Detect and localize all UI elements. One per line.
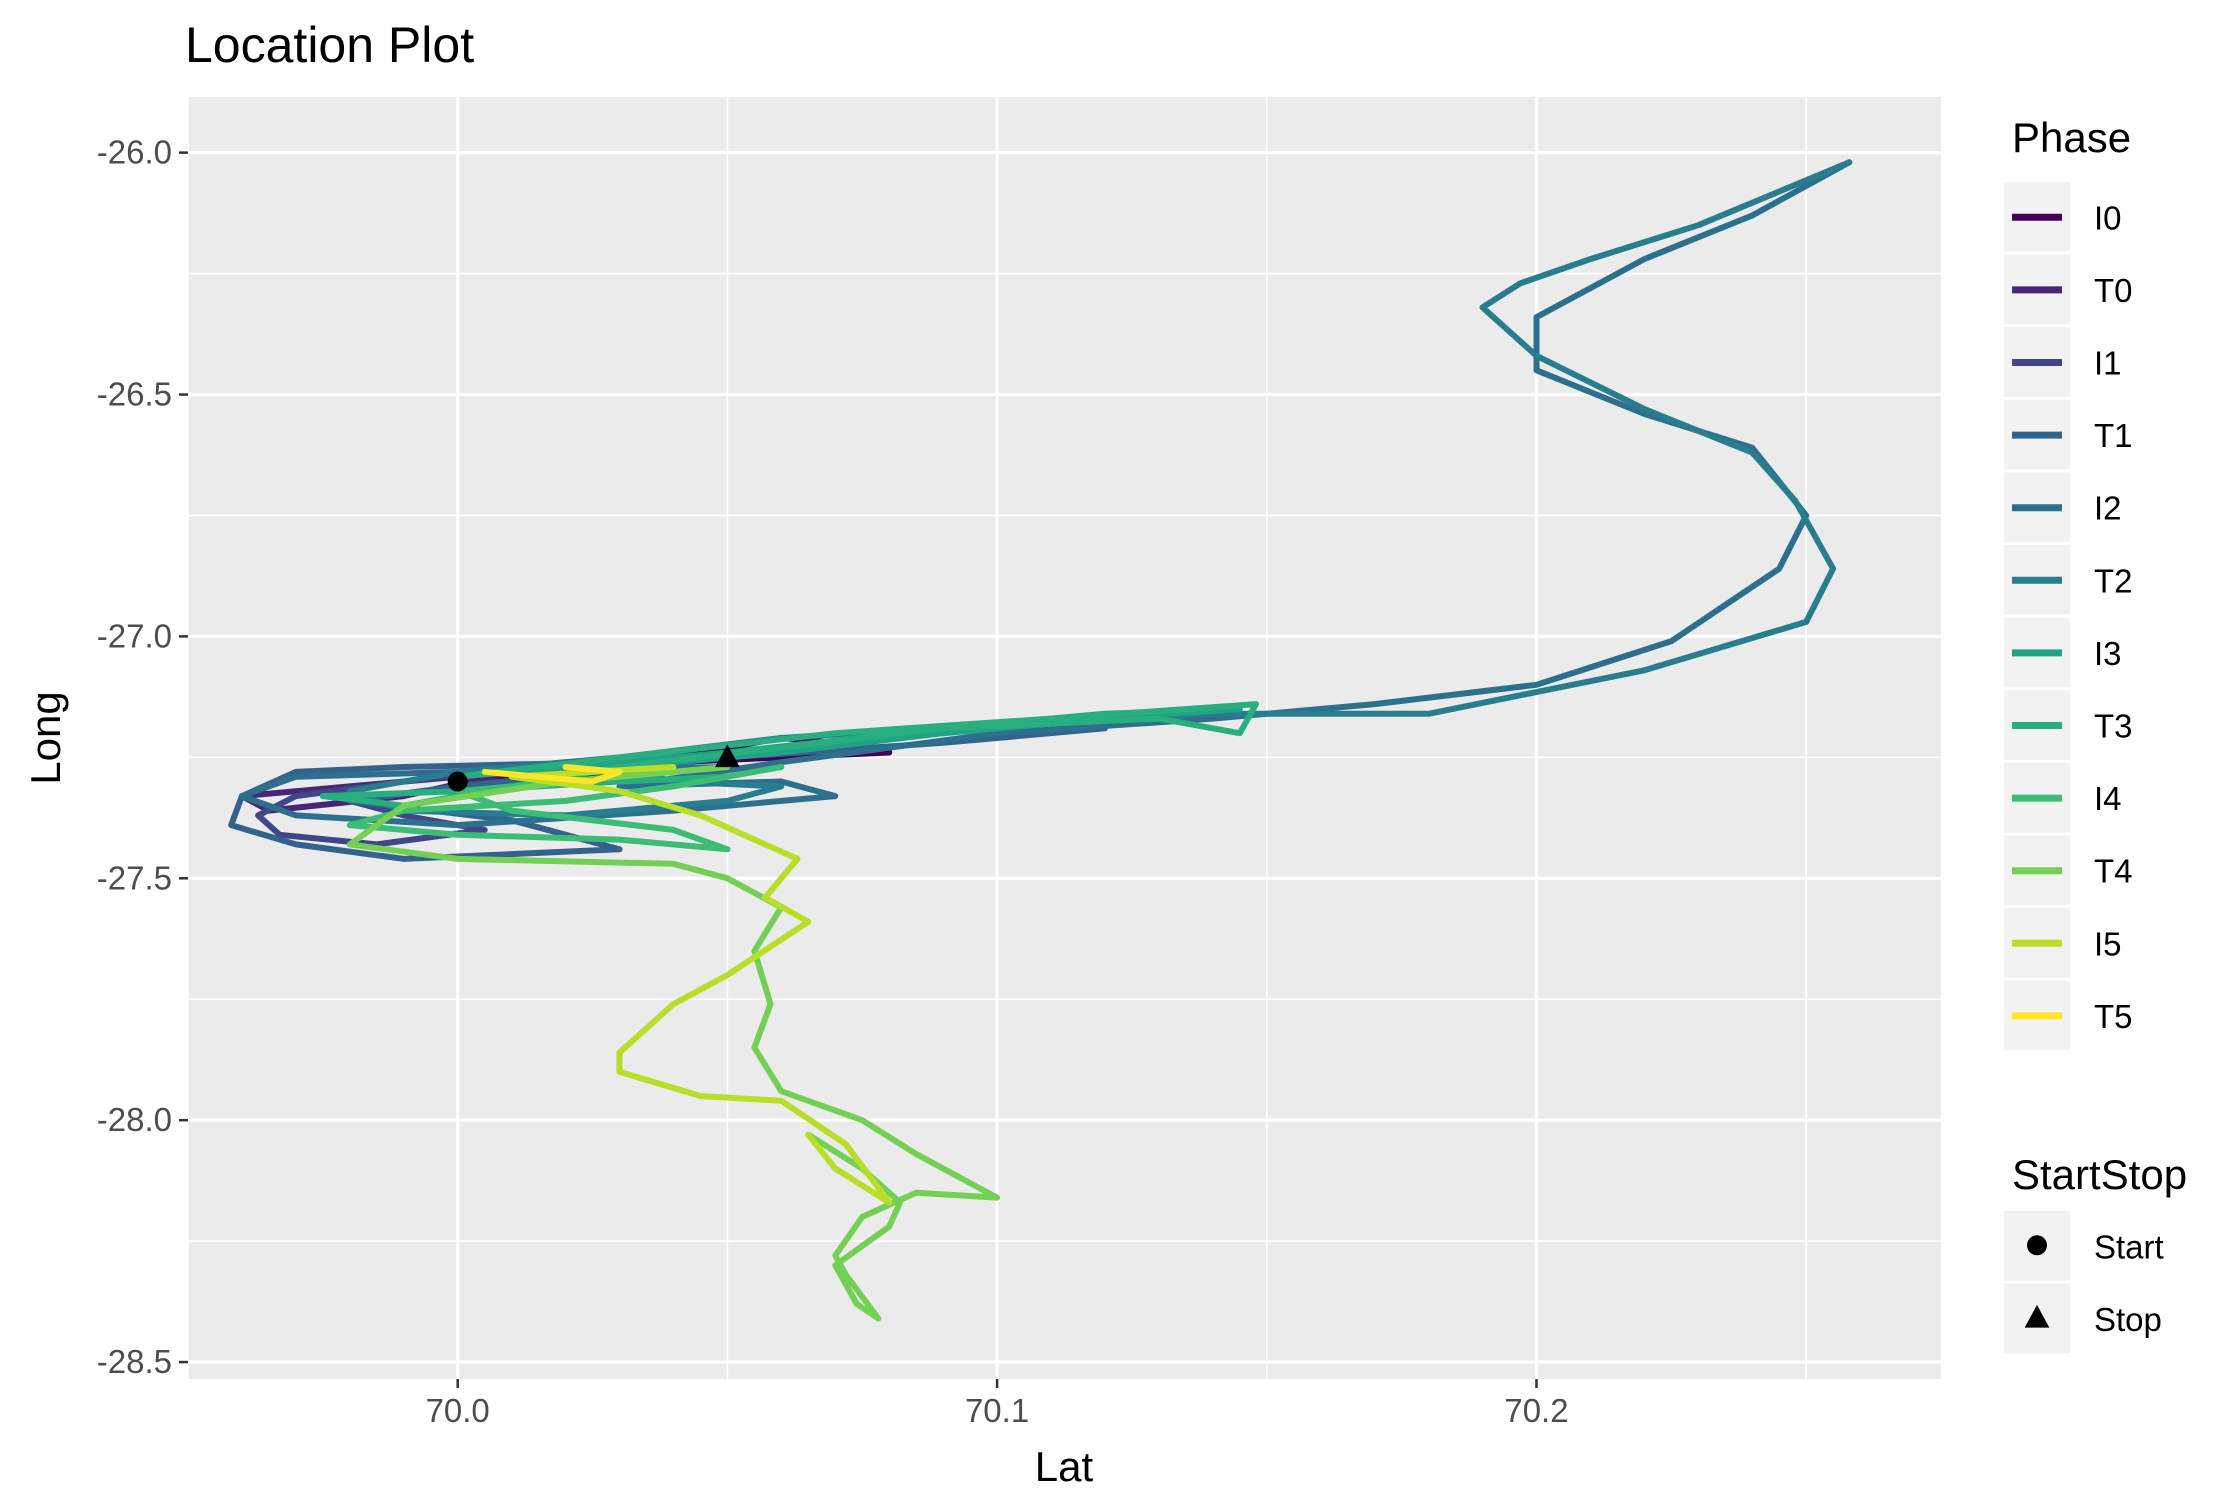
legend-label-i5: I5 — [2094, 925, 2122, 962]
series-line-t5 — [481, 764, 623, 785]
chart-title: Location Plot — [185, 17, 474, 73]
series-line-i2 — [238, 159, 1853, 829]
y-tick-label: -28.0 — [97, 1101, 172, 1138]
legend-title-startstop: StartStop — [2012, 1151, 2187, 1198]
series-line-i5 — [508, 764, 893, 1206]
x-tick-label: 70.2 — [1504, 1392, 1568, 1429]
stop-marker — [715, 744, 740, 768]
axes: 70.0 70.1 70.2 -26.0 -26.5 -27.0 -27.5 -28.0 -28… — [97, 134, 1569, 1429]
y-tick-label: -28.5 — [97, 1343, 172, 1380]
x-tick-label: 70.1 — [965, 1392, 1029, 1429]
legend-label-i1: I1 — [2094, 345, 2122, 382]
legend-label-i2: I2 — [2094, 490, 2122, 527]
y-tick-label: -27.0 — [97, 617, 172, 654]
legend-phase-items: I0 T0 I1 T1 I2 T2 I3 T3 I4 T4 I5 T5 — [2004, 182, 2133, 1051]
y-axis-title: Long — [22, 691, 69, 784]
series-line-t4 — [346, 764, 1001, 1322]
x-axis-title: Lat — [1035, 1443, 1094, 1490]
track-lines — [228, 159, 1853, 1322]
legend-start-marker — [2027, 1235, 2047, 1256]
legend-label-t0: T0 — [2094, 272, 2133, 309]
x-tick-label: 70.0 — [426, 1392, 490, 1429]
legend-label-t2: T2 — [2094, 562, 2133, 599]
legend-label-t5: T5 — [2094, 998, 2133, 1035]
y-tick-label: -27.5 — [97, 859, 172, 896]
legend-label-start: Start — [2094, 1228, 2164, 1265]
y-tick-label: -26.0 — [97, 134, 172, 171]
legend-startstop-items: Start Stop — [2004, 1211, 2164, 1354]
series-line-t3 — [319, 701, 1259, 809]
legend-label-i4: I4 — [2094, 780, 2122, 817]
grid-lines — [187, 97, 1941, 1379]
legend-title-phase: Phase — [2012, 114, 2131, 161]
legend-label-stop: Stop — [2094, 1301, 2162, 1338]
start-stop-markers — [447, 744, 740, 792]
legend-label-t3: T3 — [2094, 708, 2133, 745]
legend-label-t4: T4 — [2094, 853, 2133, 890]
legend-label-i3: I3 — [2094, 635, 2122, 672]
y-tick-label: -26.5 — [97, 376, 172, 413]
legend-stop-marker — [2024, 1304, 2050, 1328]
legend: Phase I0 T0 I1 T1 I2 T2 I3 T3 I4 T4 I5 T5 Start Stop… — [2004, 114, 2187, 1354]
plot-panel — [188, 97, 1941, 1379]
legend-label-t1: T1 — [2094, 417, 2133, 454]
start-marker — [447, 771, 468, 792]
legend-label-i0: I0 — [2094, 199, 2122, 236]
